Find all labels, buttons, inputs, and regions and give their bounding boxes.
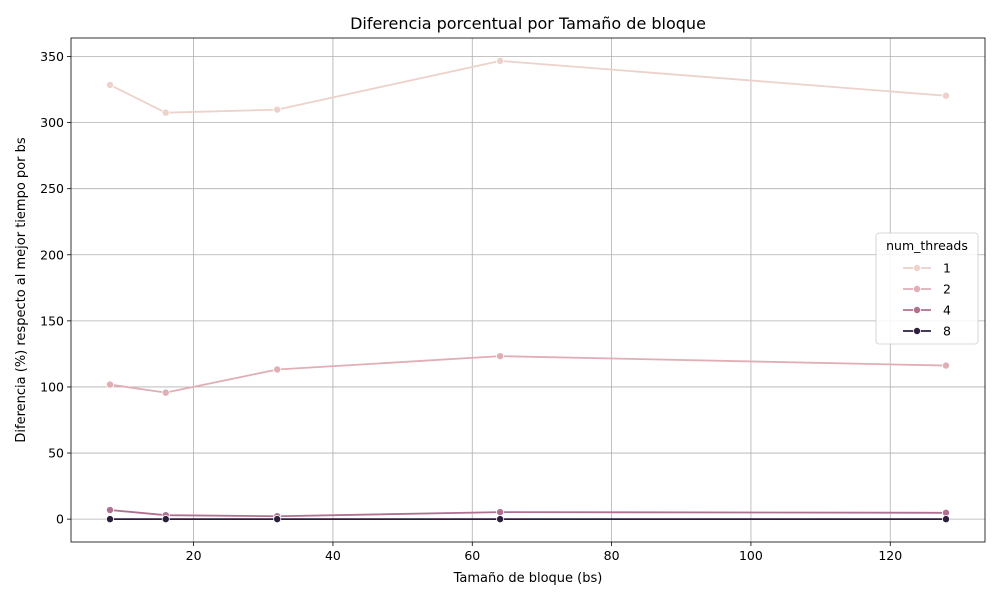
data-point (496, 515, 505, 524)
legend: num_threads 1 2 4 8 (875, 232, 979, 345)
data-point (496, 352, 505, 361)
y-axis-label: Diferencia (%) respecto al mejor tiempo … (14, 137, 29, 442)
axis-ticks: 20 40 60 80 100 120 0 50 100 150 200 250 300 350 (40, 49, 902, 563)
data-point (106, 506, 115, 515)
data-point (273, 365, 282, 374)
x-tick-label: 20 (186, 548, 202, 563)
data-point (106, 515, 115, 524)
legend-marker-swatch (913, 305, 922, 314)
data-point (941, 515, 950, 524)
legend-entry-label: 1 (943, 261, 951, 276)
y-tick-label: 0 (56, 512, 64, 527)
series-2 (106, 352, 950, 397)
data-point (161, 388, 170, 397)
data-point (161, 515, 170, 524)
legend-marker-swatch (913, 263, 922, 272)
y-tick-label: 50 (48, 446, 64, 461)
y-tick-label: 100 (40, 379, 64, 394)
data-point (941, 361, 950, 370)
legend-marker-swatch (913, 326, 922, 335)
data-point (273, 515, 282, 524)
y-tick-label: 250 (40, 181, 64, 196)
legend-title: num_threads (886, 238, 968, 253)
series-group (106, 56, 950, 524)
y-tick-label: 350 (40, 49, 64, 64)
y-tick-label: 150 (40, 313, 64, 328)
grid-lines (71, 38, 985, 542)
data-point (496, 56, 505, 65)
series-line (109, 59, 947, 114)
legend-marker-swatch (913, 284, 922, 293)
legend-entry-label: 2 (943, 282, 951, 297)
data-point (106, 380, 115, 389)
series-line (109, 509, 946, 518)
plot-area-frame (70, 37, 986, 543)
series-4 (106, 506, 950, 521)
y-tick-label: 300 (40, 115, 64, 130)
y-tick-label: 200 (40, 247, 64, 262)
x-tick-label: 40 (325, 548, 341, 563)
x-tick-label: 100 (739, 548, 763, 563)
x-tick-label: 60 (464, 548, 480, 563)
data-point (273, 105, 282, 114)
x-tick-label: 80 (604, 548, 620, 563)
x-tick-label: 120 (878, 548, 902, 563)
data-point (161, 108, 170, 117)
series-1 (106, 56, 950, 117)
data-point (941, 91, 950, 100)
series-8 (106, 515, 950, 524)
data-point (106, 80, 115, 89)
x-axis-label: Tamaño de bloque (bs) (453, 571, 603, 586)
chart-title: Diferencia porcentual por Tamaño de bloq… (350, 14, 706, 33)
legend-entry-label: 8 (943, 324, 951, 339)
legend-entry-label: 4 (943, 303, 951, 318)
data-point (496, 508, 505, 517)
